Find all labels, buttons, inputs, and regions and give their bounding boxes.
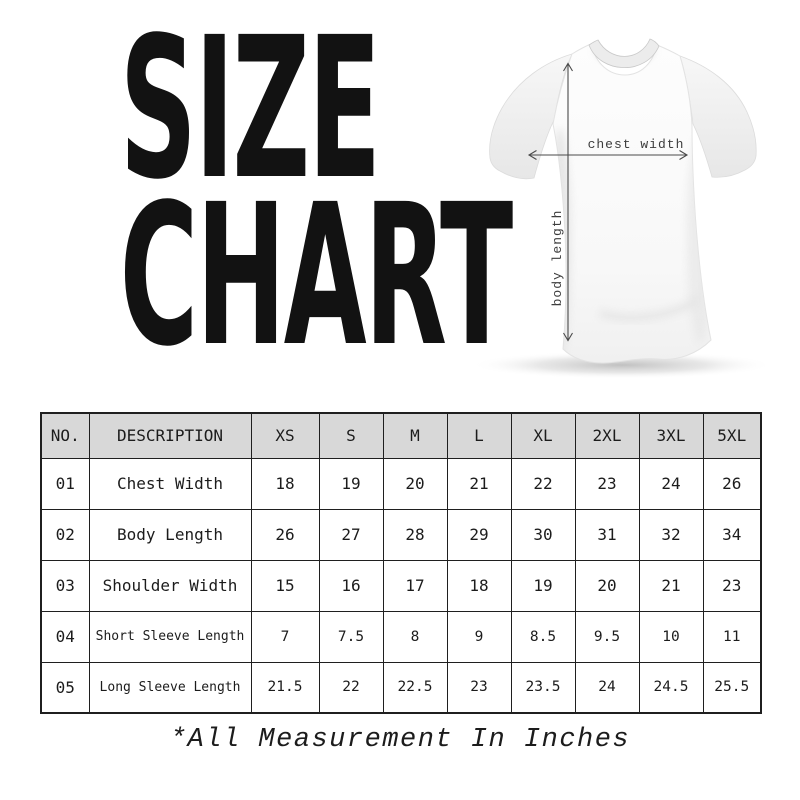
cell-value: 23.5: [510, 661, 576, 714]
table-row: 01 Chest Width 18 19 20 21 22 23 24 26: [40, 457, 762, 510]
cell-value: 22: [318, 661, 384, 714]
chest-width-label: chest width: [588, 137, 685, 152]
cell-value: 21: [638, 559, 704, 612]
table-header-row: NO. DESCRIPTION XS S M L XL 2XL 3XL 5XL: [40, 412, 762, 459]
row-description: Long Sleeve Length: [88, 661, 252, 714]
header-3xl: 3XL: [638, 412, 704, 459]
cell-value: 29: [446, 508, 512, 561]
cell-value: 27: [318, 508, 384, 561]
measurement-note: *All Measurement In Inches: [169, 725, 631, 755]
chest-width-arrow-icon: [527, 150, 689, 160]
cell-value: 9: [446, 610, 512, 663]
cell-value: 23: [702, 559, 762, 612]
cell-value: 34: [702, 508, 762, 561]
body-length-arrow-icon: [563, 62, 573, 342]
cell-value: 20: [574, 559, 640, 612]
title-line-size: SIZE: [119, 0, 382, 222]
row-description: Chest Width: [88, 457, 252, 510]
cell-value: 31: [574, 508, 640, 561]
cell-value: 22: [510, 457, 576, 510]
row-description: Shoulder Width: [88, 559, 252, 612]
row-number: 03: [40, 559, 90, 612]
cell-value: 18: [446, 559, 512, 612]
cell-value: 8: [382, 610, 448, 663]
cell-value: 18: [250, 457, 320, 510]
row-description: Body Length: [88, 508, 252, 561]
cell-value: 24: [638, 457, 704, 510]
size-chart-table: NO. DESCRIPTION XS S M L XL 2XL 3XL 5XL …: [40, 412, 762, 714]
cell-value: 7: [250, 610, 320, 663]
cell-value: 30: [510, 508, 576, 561]
cell-value: 26: [702, 457, 762, 510]
row-number: 05: [40, 661, 90, 714]
header-xs: XS: [250, 412, 320, 459]
shirt-ground-shadow: [470, 351, 774, 379]
cell-value: 9.5: [574, 610, 640, 663]
header-5xl: 5XL: [702, 412, 762, 459]
table-row: 04 Short Sleeve Length 7 7.5 8 9 8.5 9.5…: [40, 610, 762, 663]
header-s: S: [318, 412, 384, 459]
cell-value: 17: [382, 559, 448, 612]
shirt-collar: [588, 38, 660, 68]
shirt-hem-wrinkle: [598, 296, 700, 322]
cell-value: 23: [446, 661, 512, 714]
row-number: 04: [40, 610, 90, 663]
cell-value: 20: [382, 457, 448, 510]
table-row: 05 Long Sleeve Length 21.5 22 22.5 23 23…: [40, 661, 762, 714]
header-xl: XL: [510, 412, 576, 459]
cell-value: 23: [574, 457, 640, 510]
cell-value: 32: [638, 508, 704, 561]
cell-value: 24.5: [638, 661, 704, 714]
header-description: DESCRIPTION: [88, 412, 252, 459]
cell-value: 19: [510, 559, 576, 612]
row-description: Short Sleeve Length: [88, 610, 252, 663]
tshirt-figure: chest width body length: [450, 8, 790, 393]
cell-value: 28: [382, 508, 448, 561]
header-2xl: 2XL: [574, 412, 640, 459]
cell-value: 8.5: [510, 610, 576, 663]
cell-value: 21: [446, 457, 512, 510]
cell-value: 7.5: [318, 610, 384, 663]
cell-value: 25.5: [702, 661, 762, 714]
table-row: 03 Shoulder Width 15 16 17 18 19 20 21 2…: [40, 559, 762, 612]
cell-value: 19: [318, 457, 384, 510]
tshirt-illustration: chest width body length: [470, 38, 774, 379]
header-l: L: [446, 412, 512, 459]
cell-value: 26: [250, 508, 320, 561]
shirt-right-sleeve: [679, 55, 757, 178]
cell-value: 10: [638, 610, 704, 663]
cell-value: 15: [250, 559, 320, 612]
row-number: 02: [40, 508, 90, 561]
cell-value: 16: [318, 559, 384, 612]
body-length-label: body length: [550, 210, 565, 307]
title-line-chart: CHART: [119, 162, 514, 389]
cell-value: 24: [574, 661, 640, 714]
header-m: M: [382, 412, 448, 459]
cell-value: 11: [702, 610, 762, 663]
cell-value: 21.5: [250, 661, 320, 714]
page-title: SIZE CHART: [15, 0, 514, 389]
row-number: 01: [40, 457, 90, 510]
table-row: 02 Body Length 26 27 28 29 30 31 32 34: [40, 508, 762, 561]
header-no: NO.: [40, 412, 90, 459]
cell-value: 22.5: [382, 661, 448, 714]
